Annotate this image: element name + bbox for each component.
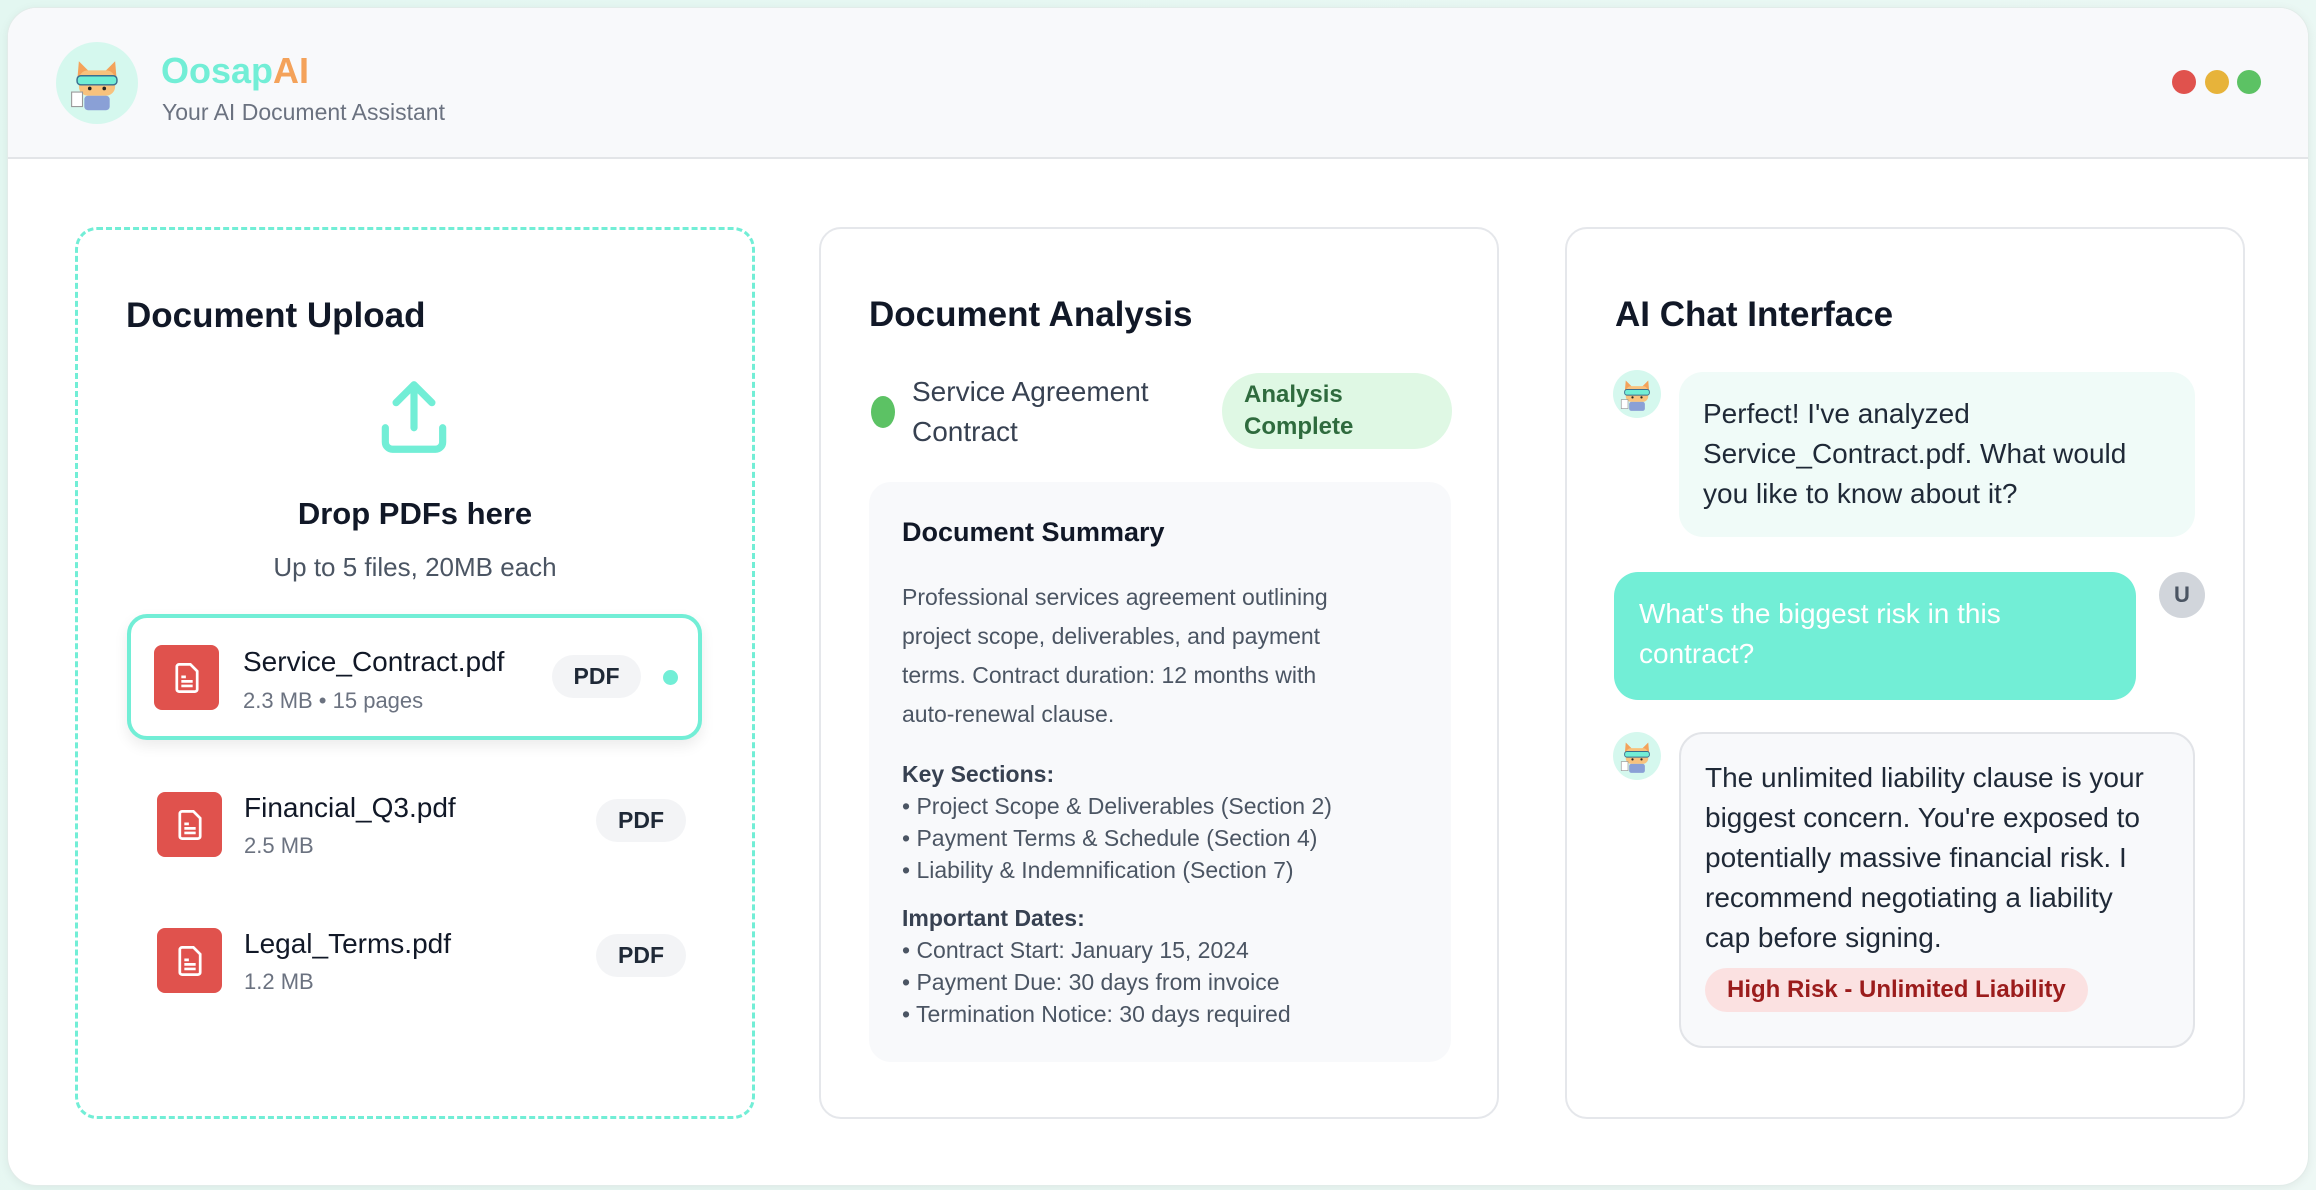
summary-line: Professional services agreement outlinin… (902, 584, 1328, 610)
key-section-item: • Liability & Indemnification (Section 7… (902, 857, 1294, 883)
fox-mascot-icon (1620, 741, 1650, 774)
date-item: • Termination Notice: 30 days required (902, 1001, 1291, 1027)
message-line: contract? (1639, 638, 1755, 669)
status-line: Analysis (1244, 381, 1343, 408)
summary-line: project scope, deliverables, and payment (902, 623, 1321, 649)
document-analysis-panel: Document Analysis Service Agreement Cont… (819, 227, 1499, 1119)
pdf-file-icon (154, 645, 219, 710)
important-dates-label: Important Dates: (902, 905, 1085, 931)
maximize-window-button[interactable] (2237, 70, 2261, 94)
message-line: Service_Contract.pdf. What would (1703, 438, 2127, 469)
logo-avatar (56, 42, 138, 124)
message-line: Perfect! I've analyzed (1703, 398, 1970, 429)
date-item: • Payment Due: 30 days from invoice (902, 969, 1280, 995)
assistant-message: The unlimited liability clause is your b… (1679, 732, 2195, 1048)
summary-title: Document Summary (902, 517, 1165, 547)
file-type-badge: PDF (596, 799, 686, 842)
message-line: potentially massive financial risk. I (1705, 842, 2127, 873)
assistant-avatar (1613, 370, 1661, 418)
important-dates: Important Dates: • Contract Start: Janua… (902, 902, 1291, 1030)
file-meta: 2.3 MB • 15 pages (243, 688, 424, 713)
key-sections: Key Sections: • Project Scope & Delivera… (902, 758, 1332, 886)
message-line: The unlimited liability clause is your (1705, 762, 2144, 793)
message-line: cap before signing. (1705, 922, 1942, 953)
selected-indicator-dot (663, 670, 678, 685)
file-type-badge: PDF (596, 934, 686, 977)
pdf-file-icon (157, 928, 222, 993)
panel-title: AI Chat Interface (1615, 295, 1894, 334)
drop-zone-hint: Up to 5 files, 20MB each (273, 552, 557, 582)
app-subtitle: Your AI Document Assistant (162, 99, 445, 125)
app-header: OosapAI Your AI Document Assistant (8, 8, 2308, 159)
pdf-file-icon (157, 792, 222, 857)
drop-zone-title: Drop PDFs here (297, 496, 533, 531)
document-name-line: Contract (912, 416, 1018, 447)
file-item-selected[interactable]: Service_Contract.pdf 2.3 MB • 15 pages P… (127, 614, 702, 740)
date-item: • Contract Start: January 15, 2024 (902, 937, 1249, 963)
file-item[interactable]: Financial_Q3.pdf 2.5 MB PDF (127, 765, 702, 891)
status-dot (871, 396, 895, 428)
risk-badge: High Risk - Unlimited Liability (1705, 968, 2088, 1012)
key-section-item: • Payment Terms & Schedule (Section 4) (902, 825, 1318, 851)
upload-icon[interactable] (371, 374, 457, 460)
app-brand: OosapAI (161, 50, 309, 92)
key-sections-label: Key Sections: (902, 761, 1055, 787)
document-name: Service Agreement Contract (912, 372, 1149, 452)
message-line: biggest concern. You're exposed to (1705, 802, 2140, 833)
user-message: What's the biggest risk in this contract… (1614, 572, 2136, 700)
user-avatar: U (2159, 572, 2205, 618)
minimize-window-button[interactable] (2205, 70, 2229, 94)
panel-title: Document Upload (126, 296, 426, 335)
document-summary-card: Document Summary Professional services a… (869, 482, 1451, 1062)
ai-chat-panel: AI Chat Interface Perfect! I've analyzed… (1565, 227, 2245, 1119)
fox-mascot-icon (1620, 379, 1650, 412)
document-upload-panel[interactable]: Document Upload Drop PDFs here Up to 5 f… (75, 227, 755, 1119)
brand-name: Oosap (161, 50, 274, 91)
assistant-message: Perfect! I've analyzed Service_Contract.… (1679, 372, 2195, 537)
status-line: Complete (1244, 413, 1354, 440)
file-item[interactable]: Legal_Terms.pdf 1.2 MB PDF (127, 901, 702, 1027)
file-name: Financial_Q3.pdf (244, 792, 456, 823)
summary-line: terms. Contract duration: 12 months with (902, 662, 1317, 688)
assistant-avatar (1613, 732, 1661, 780)
document-name-line: Service Agreement (912, 376, 1149, 407)
key-section-item: • Project Scope & Deliverables (Section … (902, 793, 1332, 819)
file-type-badge: PDF (552, 655, 641, 698)
summary-text: Professional services agreement outlinin… (902, 578, 1328, 734)
close-window-button[interactable] (2172, 70, 2196, 94)
message-line: What's the biggest risk in this (1639, 598, 2001, 629)
file-meta: 1.2 MB (244, 969, 314, 994)
summary-line: auto-renewal clause. (902, 701, 1115, 727)
app-window: OosapAI Your AI Document Assistant Docum… (7, 7, 2309, 1186)
brand-suffix: AI (273, 50, 310, 91)
file-name: Service_Contract.pdf (243, 646, 505, 677)
message-line: recommend negotiating a liability (1705, 882, 2113, 913)
file-name: Legal_Terms.pdf (244, 928, 452, 959)
panel-title: Document Analysis (869, 295, 1193, 334)
file-meta: 2.5 MB (244, 833, 314, 858)
fox-mascot-icon (70, 60, 118, 112)
message-line: you like to know about it? (1703, 478, 2018, 509)
analysis-status-badge: Analysis Complete (1222, 373, 1452, 449)
